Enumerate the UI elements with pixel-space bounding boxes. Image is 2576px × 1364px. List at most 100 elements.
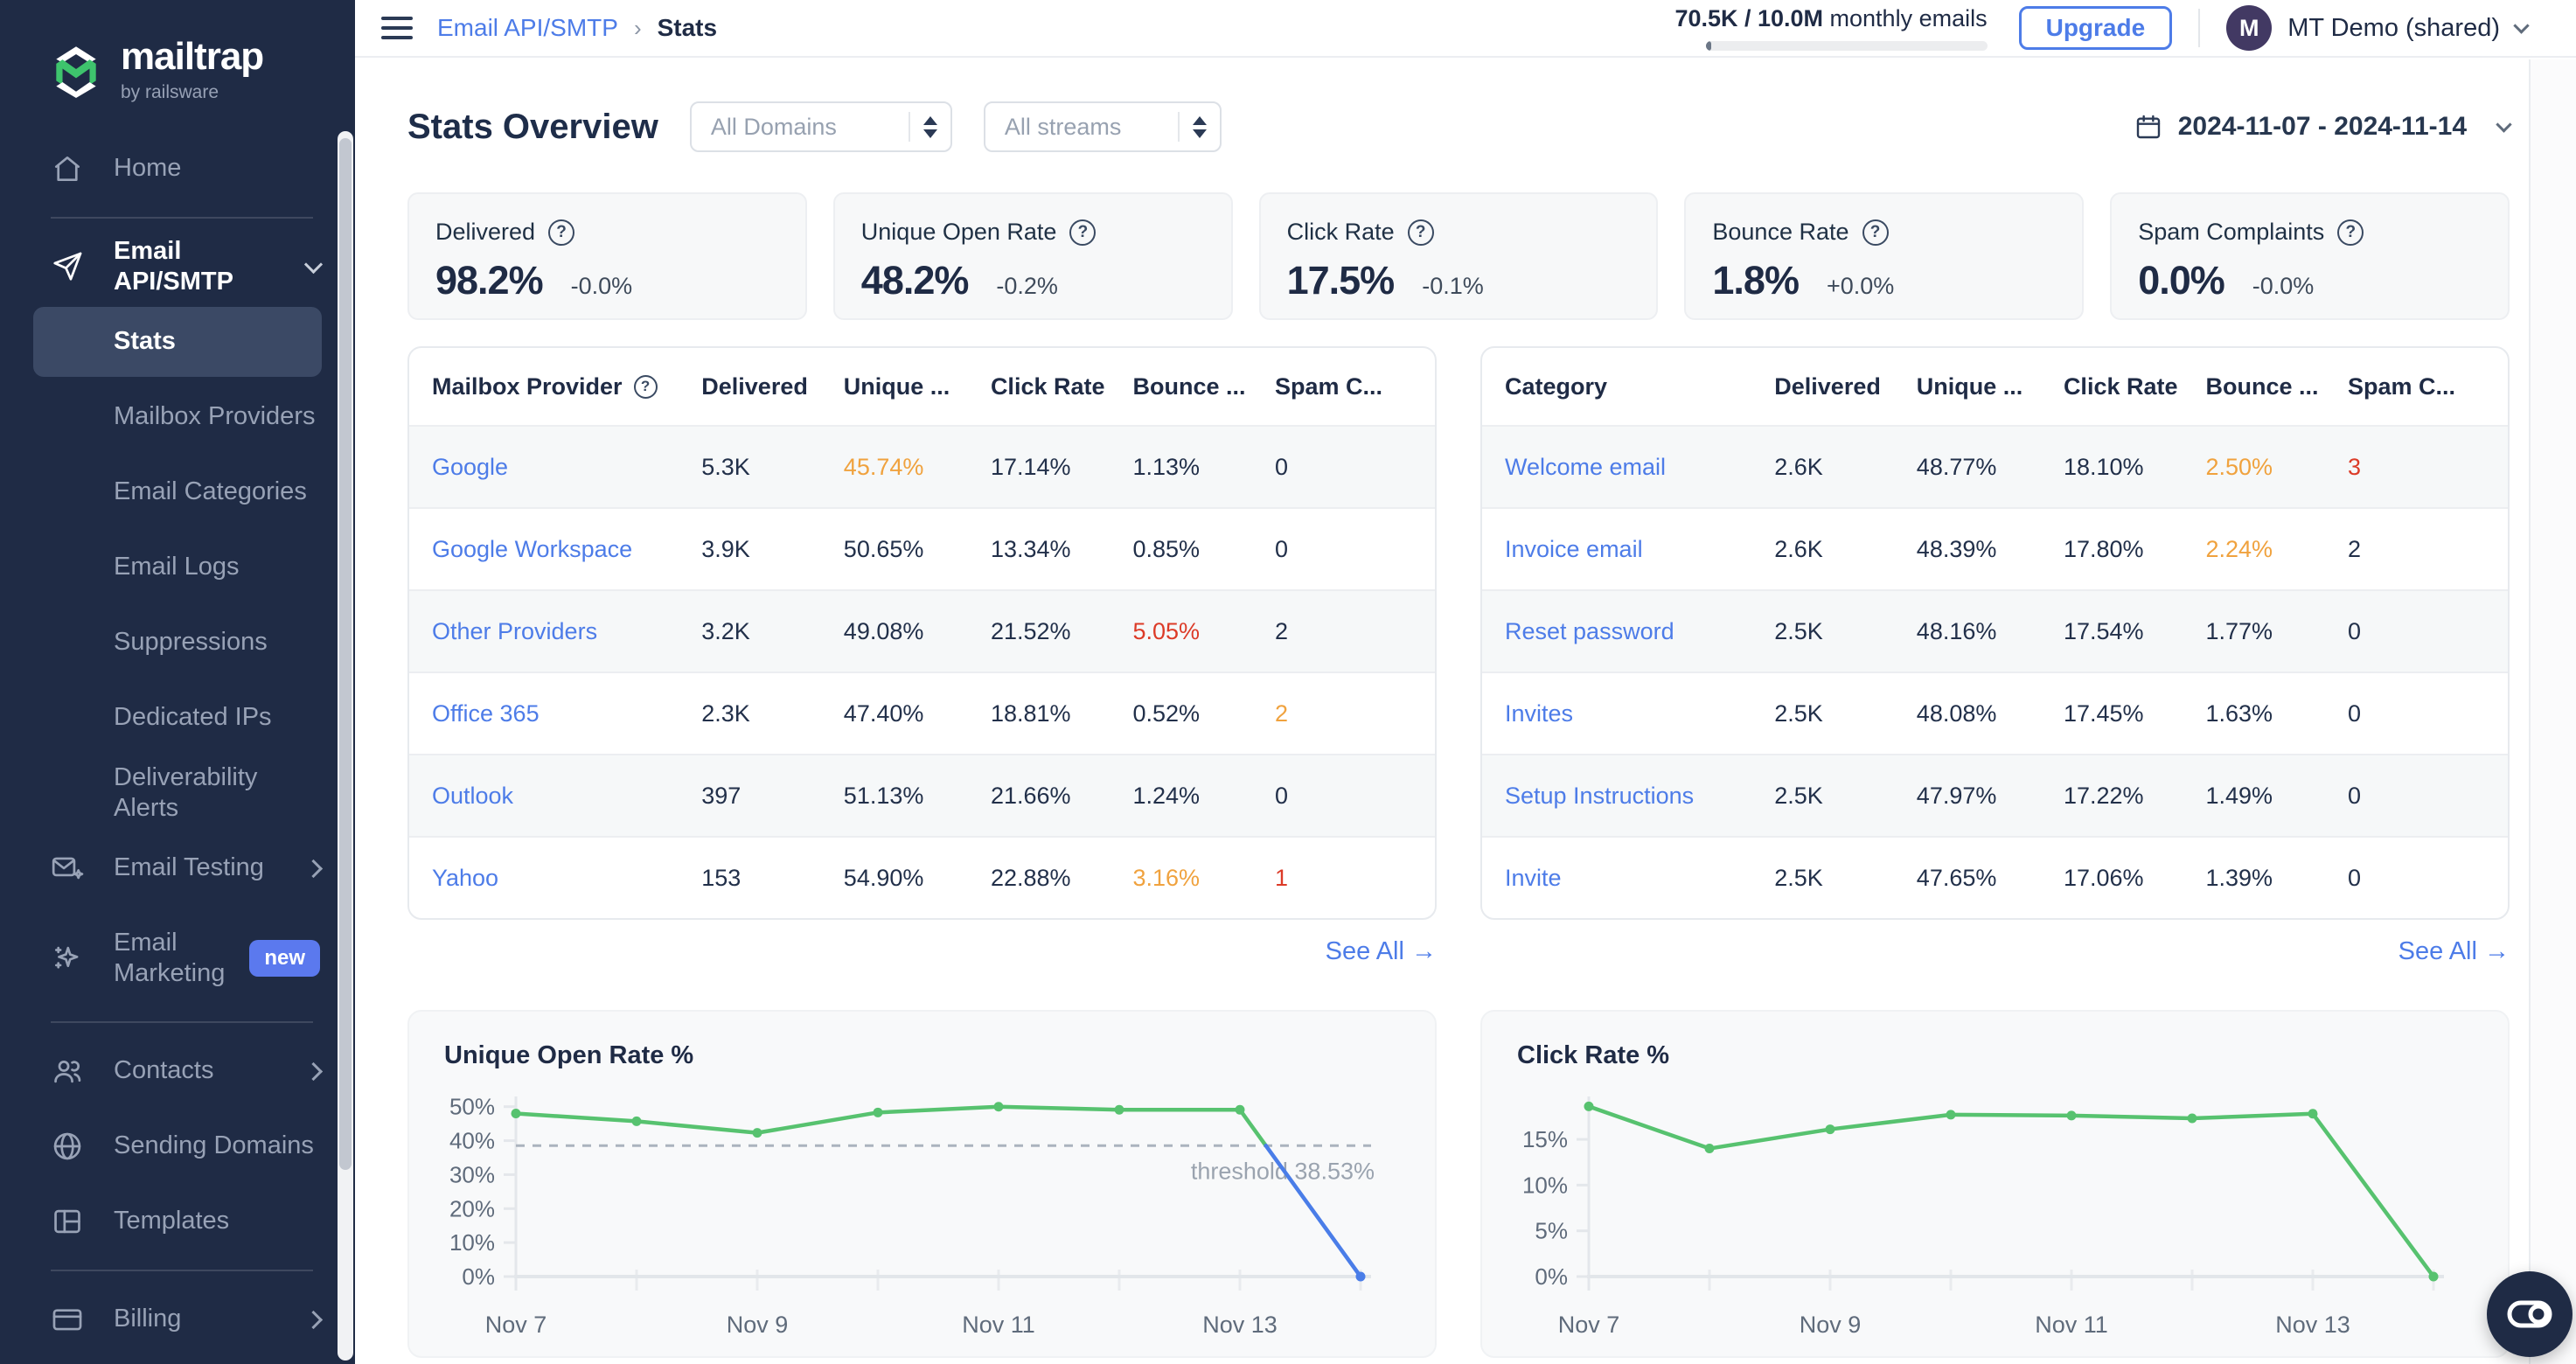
see-all-link[interactable]: See All →	[2398, 937, 2510, 965]
hamburger-menu-icon[interactable]	[381, 17, 413, 39]
breadcrumb-parent-link[interactable]: Email API/SMTP	[437, 14, 618, 41]
table-cell: 1.39%	[2205, 864, 2273, 891]
kpi-delta: -0.0%	[570, 273, 633, 299]
sidebar-item-stats[interactable]: Stats	[33, 307, 322, 377]
see-all-link[interactable]: See All →	[1325, 937, 1437, 965]
table-cell: 0	[1275, 782, 1289, 809]
sidebar-item-deliverability-alerts[interactable]: Deliverability Alerts	[0, 755, 355, 831]
table-cell: 5.05%	[1132, 617, 1201, 644]
help-icon[interactable]: ?	[1069, 219, 1097, 246]
sidebar-item-email-logs[interactable]: Email Logs	[0, 530, 355, 605]
row-link-invoice-email[interactable]: Invoice email	[1505, 535, 1643, 562]
sidebar-item-billing[interactable]: Billing	[0, 1282, 355, 1357]
row-link-office-365[interactable]: Office 365	[432, 699, 540, 727]
chat-toggle-icon	[2507, 1300, 2552, 1328]
row-link-invites[interactable]: Invites	[1505, 699, 1574, 727]
help-icon[interactable]: ?	[1862, 219, 1889, 246]
row-link-other-providers[interactable]: Other Providers	[432, 617, 598, 644]
table-cell: 2.5K	[1774, 617, 1823, 644]
y-tick-label: 30%	[449, 1161, 495, 1187]
y-tick-label: 0%	[1535, 1263, 1568, 1290]
column-header-bounce: Bounce ...	[2205, 372, 2319, 400]
sidebar-item-contacts[interactable]: Contacts	[0, 1033, 355, 1109]
table-cell: 17.54%	[2063, 617, 2144, 644]
sidebar-nav: Home Email API/SMTP Stats Mailbox Providers…	[0, 131, 355, 1357]
table-cell: 49.08%	[843, 617, 924, 644]
main-scrollbar-gutter[interactable]	[2529, 59, 2576, 1364]
table-cell: 153	[701, 864, 741, 891]
kpi-label: Click Rate	[1286, 219, 1395, 245]
usage-quota: 70.5K / 10.0M monthly emails	[1674, 5, 1988, 51]
row-link-google[interactable]: Google	[432, 453, 509, 480]
streams-filter-select[interactable]: All streams	[983, 101, 1222, 152]
chat-widget-button[interactable]	[2487, 1271, 2573, 1357]
table-row-google: Google 5.3K 45.74% 17.14% 1.13% 0	[409, 425, 1435, 507]
account-menu[interactable]: M MT Demo (shared)	[2226, 5, 2530, 51]
line-series-segment	[1586, 1104, 1712, 1151]
domains-filter-select[interactable]: All Domains	[689, 101, 952, 152]
table-cell: 5.3K	[701, 453, 750, 480]
table-cell: 48.77%	[1916, 453, 1997, 480]
table-cell: 2.24%	[2205, 535, 2273, 562]
calendar-icon	[2136, 115, 2160, 139]
streams-filter-value: All streams	[1004, 113, 1122, 140]
avatar: M	[2226, 5, 2273, 51]
row-link-google-workspace[interactable]: Google Workspace	[432, 535, 633, 562]
help-icon[interactable]: ?	[633, 374, 658, 399]
send-icon	[51, 250, 86, 283]
chevron-right-icon	[303, 1310, 324, 1329]
sidebar-scrollbar-thumb[interactable]	[339, 138, 352, 1170]
kpi-label: Unique Open Rate	[860, 219, 1057, 245]
data-point	[993, 1102, 1004, 1112]
row-link-outlook[interactable]: Outlook	[432, 782, 514, 809]
sidebar-item-email-api-smtp[interactable]: Email API/SMTP	[0, 229, 355, 304]
table-cell: 50.65%	[843, 535, 924, 562]
line-series-segment	[996, 1104, 1122, 1112]
help-icon[interactable]: ?	[1407, 219, 1434, 246]
home-icon	[51, 152, 86, 185]
sidebar-item-home[interactable]: Home	[0, 131, 355, 206]
table-row-outlook: Outlook 397 51.13% 21.66% 1.24% 0	[409, 754, 1435, 836]
usage-progress-fill	[1705, 41, 1712, 51]
data-point	[2066, 1110, 2077, 1121]
y-tick-label: 20%	[449, 1195, 495, 1221]
sidebar-item-suppressions[interactable]: Suppressions	[0, 605, 355, 680]
sidebar-item-label: Email Testing	[114, 853, 264, 882]
brand-name: mailtrap	[121, 35, 264, 78]
row-link-invite[interactable]: Invite	[1505, 864, 1562, 891]
x-tick-label: Nov 9	[1800, 1312, 1862, 1338]
sidebar-item-sending-domains[interactable]: Sending Domains	[0, 1109, 355, 1184]
sidebar-item-label: Email Marketing	[114, 928, 226, 987]
kpi-delta: -0.2%	[996, 273, 1058, 299]
category-table: Category Delivered Unique ... Click Rate Bou…	[1480, 346, 2510, 920]
table-cell: 0.52%	[1132, 699, 1201, 727]
sidebar-item-email-testing[interactable]: Email Testing	[0, 831, 355, 906]
help-icon[interactable]: ?	[2337, 219, 2364, 246]
column-header-unique: Unique ...	[1916, 372, 2023, 400]
table-cell: 1.63%	[2205, 699, 2273, 727]
row-link-welcome-email[interactable]: Welcome email	[1505, 453, 1667, 480]
chart-title: Click Rate %	[1517, 1041, 1670, 1069]
row-link-reset-password[interactable]: Reset password	[1505, 617, 1674, 644]
kpi-label: Bounce Rate	[1712, 219, 1849, 245]
sidebar-item-mailbox-providers[interactable]: Mailbox Providers	[0, 379, 355, 455]
column-header-mailbox-provider: Mailbox Provider?	[432, 373, 701, 400]
table-cell: 0	[2348, 782, 2362, 809]
sidebar-item-email-marketing[interactable]: Email Marketing new	[0, 906, 355, 1011]
brand-logo[interactable]: mailtrap by railsware	[0, 0, 355, 131]
sidebar-item-email-categories[interactable]: Email Categories	[0, 455, 355, 530]
date-range-picker[interactable]: 2024-11-07 - 2024-11-14	[2134, 112, 2512, 142]
row-link-yahoo[interactable]: Yahoo	[432, 864, 499, 891]
table-cell: 3.9K	[701, 535, 750, 562]
sidebar-item-templates[interactable]: Templates	[0, 1184, 355, 1259]
help-icon[interactable]: ?	[548, 219, 575, 246]
sidebar-item-dedicated-ips[interactable]: Dedicated IPs	[0, 680, 355, 755]
table-row-other-providers: Other Providers 3.2K 49.08% 21.52% 5.05% 2	[409, 589, 1435, 672]
table-cell: 1.24%	[1132, 782, 1201, 809]
table-cell: 1.49%	[2205, 782, 2273, 809]
sidebar: mailtrap by railsware Home Email API/SMTP…	[0, 0, 355, 1364]
sidebar-item-label: Templates	[114, 1207, 230, 1235]
row-link-setup-instructions[interactable]: Setup Instructions	[1505, 782, 1695, 809]
upgrade-button[interactable]: Upgrade	[2018, 6, 2173, 50]
y-tick-label: 50%	[449, 1094, 495, 1120]
